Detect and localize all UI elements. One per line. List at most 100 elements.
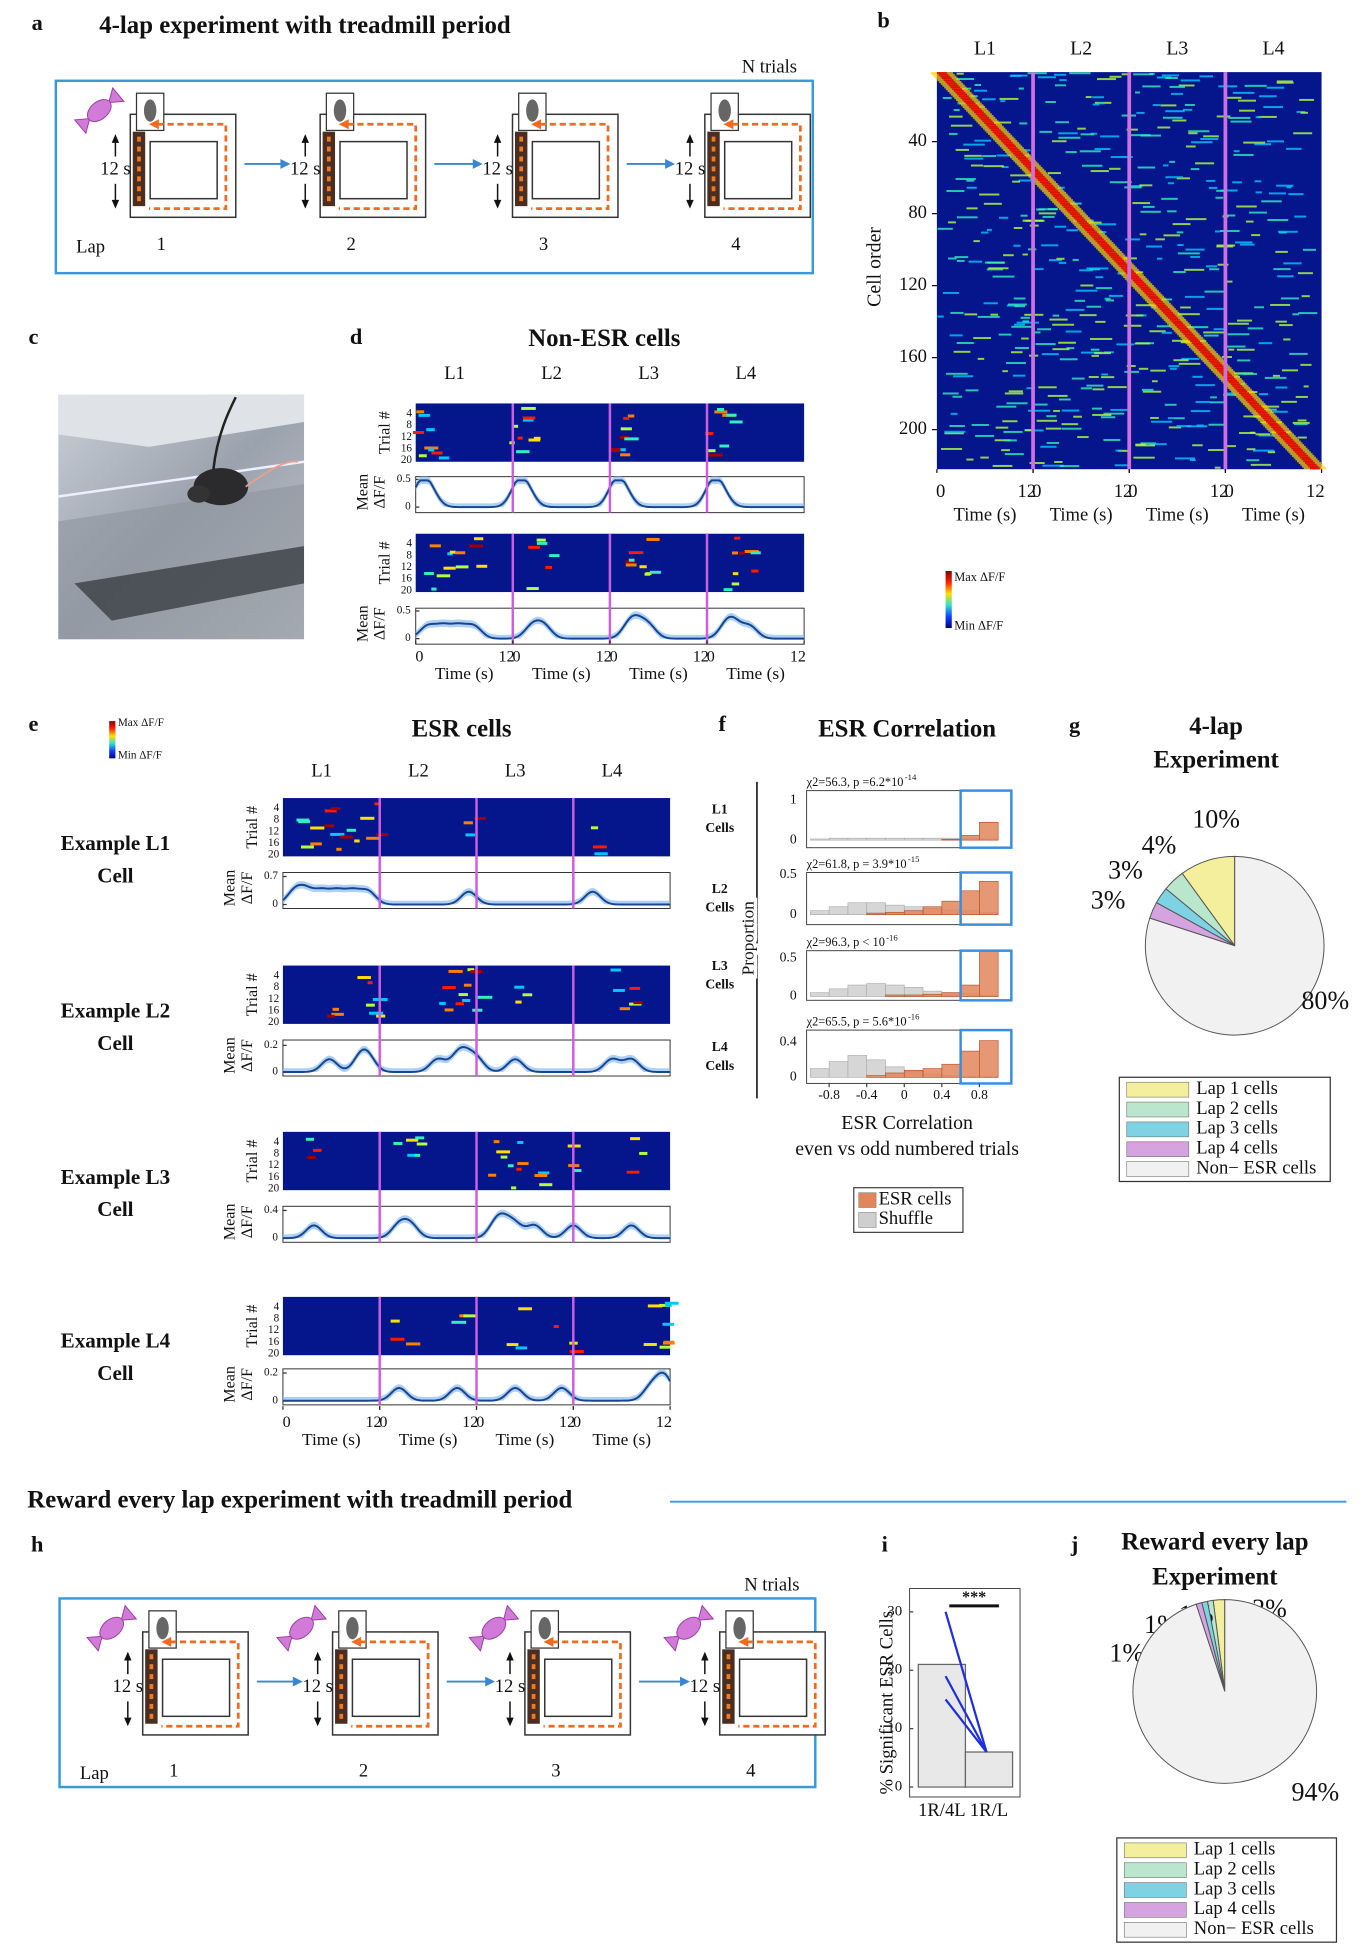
heat-speckle (1176, 425, 1192, 428)
treadmill-mark (711, 186, 716, 192)
heat-spot (526, 587, 539, 591)
panel-title: Reward every lap (1121, 1529, 1308, 1556)
heat-speckle (1215, 196, 1224, 199)
heat-speckle (947, 221, 956, 224)
heat-band (1183, 333, 1194, 336)
trial-axis-label: Trial # (377, 541, 394, 584)
lap-number: 1 (157, 234, 166, 255)
heat-spot (454, 551, 466, 555)
heat-band (1301, 458, 1312, 461)
heat-speckle (1066, 229, 1079, 232)
heat-band (1046, 188, 1057, 191)
treadmill-mark (531, 1713, 536, 1719)
heat-speckle (1140, 210, 1161, 213)
track-inner (339, 140, 408, 200)
heat-spot (307, 1156, 316, 1160)
trial-tick-label: 4 (274, 1136, 280, 1148)
heat-band (1169, 318, 1180, 321)
x-axis-label: Time (s) (726, 664, 785, 683)
panel-letter: c (29, 324, 39, 349)
cell-label: Example L4 (61, 1329, 171, 1353)
mean-axis-label: ΔF/F (372, 476, 389, 509)
heat-band (960, 97, 971, 100)
heat-spot (528, 438, 541, 442)
heat-speckle (1022, 253, 1028, 256)
heat-speckle (1204, 290, 1226, 293)
x-axis-label: Time (s) (399, 1430, 458, 1449)
heat-speckle (1036, 419, 1058, 422)
heat-spot (305, 1137, 314, 1141)
heat-speckle (1237, 372, 1247, 375)
heat-speckle (974, 139, 991, 142)
heat-band (1115, 261, 1126, 264)
heat-speckle (1283, 262, 1302, 265)
mean-axis-label: ΔF/F (239, 872, 256, 905)
route-arrowhead (723, 119, 734, 130)
heat-speckle (1038, 212, 1057, 215)
slice-label: 80% (1301, 986, 1349, 1015)
heat-speckle (990, 313, 999, 316)
heat-spot (459, 1314, 467, 1318)
heat-band (1088, 233, 1099, 236)
heat-spot (738, 551, 745, 555)
heat-speckle (1157, 126, 1171, 129)
heat-speckle (949, 115, 963, 118)
heat-speckle (1045, 101, 1056, 103)
heat-speckle (944, 432, 964, 435)
heat-speckle (1208, 186, 1218, 189)
heat-speckle (1061, 423, 1079, 426)
heat-band (1080, 224, 1091, 227)
y-tick-label: 0.4 (780, 1033, 797, 1048)
heat-band (1235, 388, 1246, 391)
mouse (143, 99, 157, 122)
heat-speckle (1086, 384, 1104, 387)
heat-speckle (1054, 460, 1063, 463)
legend-swatch (1123, 1882, 1187, 1898)
route (543, 1640, 622, 1728)
heat-speckle (1139, 233, 1147, 236)
heat-spot (418, 454, 427, 458)
trial-tick-label: 8 (274, 1313, 280, 1325)
slice-label: 10% (1192, 805, 1240, 834)
heat-spot (512, 424, 519, 428)
stat-exponent: -16 (908, 1012, 920, 1022)
heat-band (1065, 208, 1076, 211)
heat-speckle (1118, 449, 1131, 452)
heat-speckle (1168, 426, 1182, 429)
row-label: Cells (705, 1058, 734, 1073)
heat-speckle (1061, 409, 1080, 412)
lap-label: L3 (1166, 37, 1188, 59)
heat-band (1176, 326, 1187, 329)
panel-title: ESR Correlation (818, 716, 996, 743)
heat-speckle (1013, 244, 1021, 247)
heat-speckle (1220, 189, 1238, 192)
n-trials: N trials (742, 57, 797, 78)
heat-speckle (1249, 211, 1267, 214)
heat-speckle (1174, 457, 1195, 460)
heat-spot (426, 428, 435, 432)
heat-speckle (1203, 331, 1225, 334)
mouse (156, 1617, 169, 1640)
heat-speckle (986, 228, 992, 231)
treadmill-mark (531, 1664, 536, 1670)
x-tick-label: 12 (559, 1414, 575, 1431)
heat-speckle (1254, 143, 1272, 146)
trial-tick-label: 16 (268, 1005, 280, 1017)
heat-speckle (1135, 304, 1158, 307)
heat-speckle (1092, 407, 1102, 410)
heat-band (963, 100, 974, 103)
heat-speckle (1300, 111, 1308, 114)
heat-speckle (1195, 384, 1215, 387)
heat-band (1001, 140, 1011, 143)
heat-speckle (1124, 186, 1142, 189)
heat-speckle (1004, 453, 1024, 456)
track-inner (723, 140, 793, 200)
heat-speckle (1276, 184, 1294, 187)
heat-speckle (1268, 192, 1287, 195)
panel-heading: Reward every lap experiment with treadmi… (27, 1486, 572, 1513)
heat-speckle (1161, 74, 1179, 77)
panel-letter: h (31, 1531, 44, 1556)
heat-speckle (1177, 252, 1200, 255)
legend-swatch (1123, 1902, 1187, 1918)
heat-speckle (1292, 421, 1310, 424)
